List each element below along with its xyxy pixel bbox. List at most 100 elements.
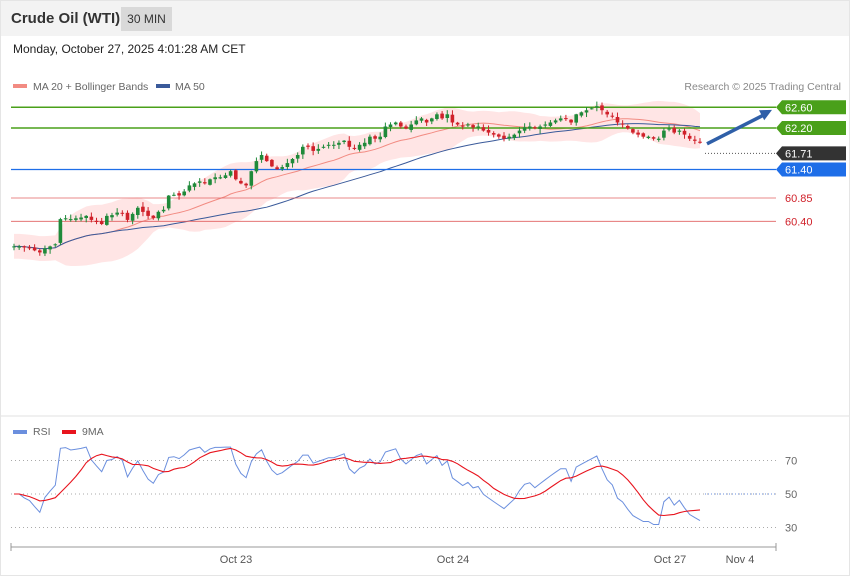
candle-body bbox=[512, 134, 517, 138]
candle-body bbox=[125, 212, 130, 220]
candle-body bbox=[197, 181, 202, 183]
candle-body bbox=[177, 193, 181, 196]
candle-body bbox=[481, 127, 486, 131]
candle-body bbox=[383, 126, 388, 137]
candle-body bbox=[63, 218, 68, 220]
candle-body bbox=[682, 130, 687, 135]
rsi-lines bbox=[14, 446, 776, 525]
candle-body bbox=[543, 124, 548, 126]
rsi-line bbox=[14, 446, 701, 525]
resistance-tag bbox=[776, 100, 846, 115]
candle-body bbox=[517, 130, 522, 134]
rsi-level-label: 70 bbox=[785, 456, 797, 468]
ma50-legend-label: MA 50 bbox=[175, 81, 205, 93]
candle-body bbox=[99, 221, 104, 224]
candle-body bbox=[435, 114, 439, 119]
support-label: 60.85 bbox=[785, 193, 813, 205]
rsi-ma-line bbox=[14, 447, 701, 517]
candle-body bbox=[569, 119, 573, 123]
support-label: 60.40 bbox=[785, 216, 813, 228]
candle-body bbox=[136, 207, 140, 215]
candle-body bbox=[440, 113, 444, 119]
candle-body bbox=[610, 115, 615, 117]
candle-body bbox=[378, 136, 382, 140]
ma20-legend-label: MA 20 + Bollinger Bands bbox=[33, 81, 148, 93]
candle-body bbox=[548, 122, 553, 126]
candle-body bbox=[631, 129, 635, 133]
ma50-legend-swatch bbox=[156, 84, 170, 88]
candle-body bbox=[502, 135, 506, 139]
candle-body bbox=[558, 118, 563, 121]
candle-body bbox=[393, 122, 398, 125]
candle-body bbox=[342, 140, 346, 142]
candle-body bbox=[285, 163, 290, 167]
candle-body bbox=[32, 247, 37, 251]
candle-body bbox=[58, 219, 63, 243]
candle-body bbox=[290, 159, 295, 164]
candle-body bbox=[646, 136, 651, 138]
candle-body bbox=[373, 136, 377, 139]
resistance-label: 62.60 bbox=[785, 102, 813, 114]
candle-body bbox=[332, 144, 336, 146]
candle-body bbox=[89, 216, 94, 220]
candle-body bbox=[528, 126, 532, 129]
candle-body bbox=[48, 246, 52, 250]
candle-body bbox=[471, 125, 475, 128]
candle-body bbox=[424, 119, 429, 123]
current-price-tag bbox=[776, 146, 846, 161]
candle-body bbox=[620, 123, 625, 125]
candle-body bbox=[228, 171, 233, 176]
candle-body bbox=[275, 167, 279, 170]
candle-body bbox=[388, 124, 393, 127]
candle-body bbox=[667, 128, 671, 130]
candle-body bbox=[259, 155, 264, 160]
candle-body bbox=[414, 120, 419, 125]
candle-body bbox=[306, 145, 310, 147]
rsi-level-label: 50 bbox=[785, 489, 797, 501]
x-axis-label: Oct 27 bbox=[654, 554, 686, 566]
candle-body bbox=[636, 132, 640, 135]
candle-body bbox=[53, 244, 58, 246]
candle-body bbox=[677, 130, 682, 132]
candle-body bbox=[192, 183, 197, 187]
candle-body bbox=[698, 141, 702, 143]
candle-body bbox=[270, 159, 274, 167]
candle-body bbox=[280, 167, 284, 169]
candle-body bbox=[38, 250, 42, 253]
candle-body bbox=[17, 246, 21, 248]
candle-body bbox=[486, 129, 491, 133]
forecast-arrow bbox=[706, 109, 772, 146]
x-axis-label: Oct 24 bbox=[437, 554, 469, 566]
rsi-ma-legend-label: 9MA bbox=[82, 426, 104, 438]
candle-body bbox=[362, 142, 367, 147]
candle-body bbox=[166, 195, 171, 209]
candle-body bbox=[321, 146, 326, 148]
bollinger-bands bbox=[14, 100, 700, 267]
ma20-legend-swatch bbox=[13, 84, 27, 88]
candle-body bbox=[656, 138, 661, 140]
candle-body bbox=[455, 122, 460, 125]
bollinger-band-fill bbox=[14, 100, 700, 267]
rsi-legend-label: RSI bbox=[33, 426, 51, 438]
price-levels bbox=[11, 106, 776, 222]
candle-body bbox=[476, 126, 480, 128]
timeframe-button[interactable]: 30 MIN bbox=[121, 7, 172, 31]
candle-body bbox=[264, 155, 269, 162]
candle-body bbox=[218, 177, 223, 179]
candle-body bbox=[450, 114, 455, 123]
candle-body bbox=[357, 144, 362, 150]
candle-body bbox=[662, 130, 666, 138]
candle-body bbox=[430, 118, 434, 122]
candle-body bbox=[187, 185, 192, 191]
candle-body bbox=[605, 111, 609, 115]
candle-body bbox=[600, 105, 604, 111]
candle-body bbox=[84, 215, 88, 218]
candle-body bbox=[79, 217, 83, 220]
candle-body bbox=[223, 175, 228, 178]
candle-body bbox=[295, 155, 300, 159]
instrument-title: Crude Oil (WTI) bbox=[11, 10, 121, 27]
resistance-label: 62.20 bbox=[785, 123, 813, 135]
candle-body bbox=[239, 180, 243, 184]
candle-body bbox=[326, 144, 331, 146]
